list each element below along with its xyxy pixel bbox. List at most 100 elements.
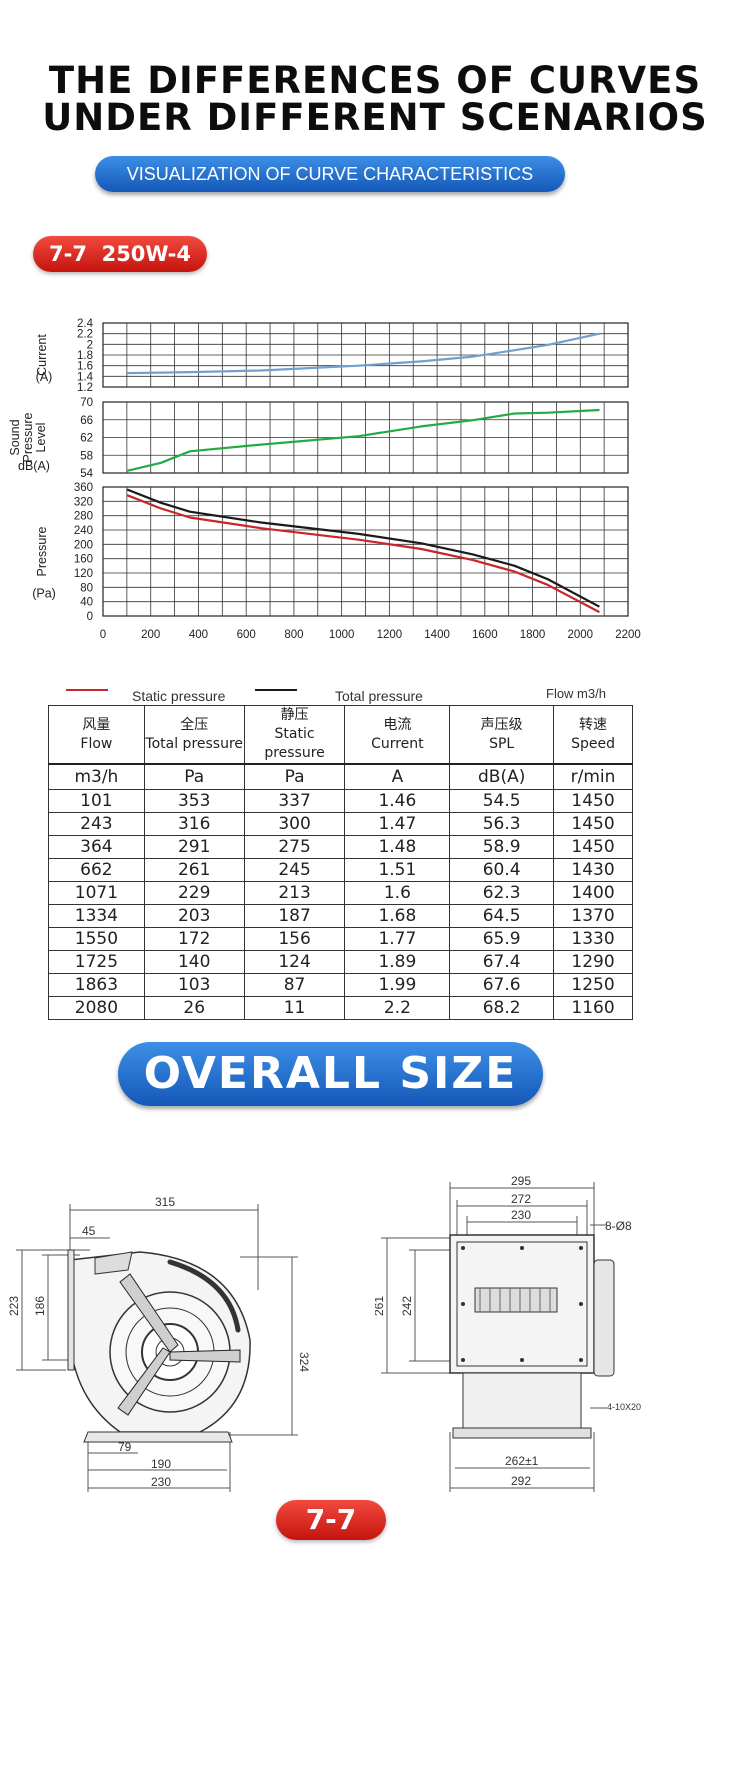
dim-295: 295 bbox=[511, 1174, 531, 1188]
panel-label-line: Sound bbox=[8, 419, 22, 455]
table-cell: 60.4 bbox=[449, 858, 555, 882]
header-cn: 风量 bbox=[82, 716, 111, 733]
table-cell: 1330 bbox=[553, 927, 633, 951]
table-cell: 54.5 bbox=[449, 789, 555, 813]
header-en: Static pressure bbox=[264, 726, 325, 761]
legend-total-label: Total pressure bbox=[335, 688, 423, 704]
x-tick-label: 2200 bbox=[615, 629, 641, 641]
table-cell: 172 bbox=[143, 927, 245, 951]
header-en: Total pressure bbox=[145, 735, 244, 752]
dim-230-front: 230 bbox=[511, 1208, 531, 1222]
table-cell: 1450 bbox=[553, 812, 633, 836]
table-cell: 68.2 bbox=[449, 996, 555, 1020]
legend-static-swatch bbox=[66, 689, 108, 691]
table-cell: 1.68 bbox=[344, 904, 451, 928]
unit-cell: dB(A) bbox=[449, 763, 555, 790]
table-header-cell: 声压级 SPL bbox=[449, 705, 555, 765]
series-line-1-0 bbox=[126, 408, 600, 472]
x-tick-label: 1000 bbox=[329, 629, 355, 641]
x-tick-label: 0 bbox=[100, 629, 106, 641]
headline-line-2: UNDER DIFFERENT SCENARIOS bbox=[42, 96, 708, 139]
table-cell: 229 bbox=[143, 881, 245, 905]
dim-272: 272 bbox=[511, 1192, 531, 1206]
table-row: 1550 172 156 1.77 65.9 1330 bbox=[48, 927, 633, 951]
y-tick-label: 160 bbox=[74, 554, 93, 566]
panel-label-unit: (Pa) bbox=[32, 587, 56, 601]
table-cell: 1370 bbox=[553, 904, 633, 928]
model-tag: 7-7 250W-4 bbox=[33, 236, 207, 272]
y-tick-label: 66 bbox=[80, 415, 93, 427]
x-tick-label: 800 bbox=[284, 629, 303, 641]
y-tick-label: 40 bbox=[80, 597, 93, 609]
table-row: 364 291 275 1.48 58.9 1450 bbox=[48, 835, 633, 859]
table-cell: 243 bbox=[48, 812, 145, 836]
legend-flow-unit: Flow m3/h bbox=[546, 686, 606, 701]
table-cell: 156 bbox=[243, 927, 346, 951]
table-cell: 275 bbox=[243, 835, 346, 859]
table-cell: 1160 bbox=[553, 996, 633, 1020]
x-tick-label: 1600 bbox=[472, 629, 498, 641]
unit-cell: Pa bbox=[243, 763, 346, 790]
dim-79: 79 bbox=[118, 1440, 132, 1454]
dim-223: 223 bbox=[7, 1296, 21, 1316]
table-cell: 1.89 bbox=[344, 950, 451, 974]
panel-label-unit: (A) bbox=[36, 370, 53, 384]
overall-size-button[interactable]: OVERALL SIZE bbox=[118, 1042, 543, 1106]
table-cell: 1.47 bbox=[344, 812, 451, 836]
unit-cell: A bbox=[344, 763, 451, 790]
dim-315: 315 bbox=[155, 1195, 175, 1209]
table-cell: 203 bbox=[143, 904, 245, 928]
y-tick-label: 240 bbox=[74, 525, 93, 537]
table-cell: 1.6 bbox=[344, 881, 451, 905]
table-cell: 1250 bbox=[553, 973, 633, 997]
y-tick-label: 1.2 bbox=[77, 382, 93, 394]
x-tick-label: 200 bbox=[141, 629, 160, 641]
table-cell: 353 bbox=[143, 789, 245, 813]
table-cell: 140 bbox=[143, 950, 245, 974]
curve-characteristics-button[interactable]: VISUALIZATION OF CURVE CHARACTERISTICS bbox=[95, 156, 565, 192]
x-tick-label: 1400 bbox=[424, 629, 450, 641]
table-header-cell: 转速 Speed bbox=[553, 705, 633, 765]
x-tick-label: 400 bbox=[189, 629, 208, 641]
table-row: 1725 140 124 1.89 67.4 1290 bbox=[48, 950, 633, 974]
dim-45: 45 bbox=[82, 1224, 96, 1238]
dim-292: 292 bbox=[511, 1474, 531, 1488]
dim-262: 262±1 bbox=[505, 1454, 539, 1468]
table-cell: 1400 bbox=[553, 881, 633, 905]
x-tick-label: 1200 bbox=[377, 629, 403, 641]
table-cell: 1.51 bbox=[344, 858, 451, 882]
y-tick-label: 2 bbox=[87, 339, 93, 351]
headline-line-1: THE DIFFERENCES OF CURVES bbox=[48, 59, 702, 102]
table-cell: 67.4 bbox=[449, 950, 555, 974]
table-cell: 62.3 bbox=[449, 881, 555, 905]
y-tick-label: 80 bbox=[80, 582, 93, 594]
header-cn: 转速 bbox=[579, 716, 608, 733]
panel-label-line: Pressure bbox=[21, 412, 35, 462]
dim-190: 190 bbox=[151, 1457, 171, 1471]
unit-cell: Pa bbox=[143, 763, 245, 790]
table-cell: 2.2 bbox=[344, 996, 451, 1020]
table-cell: 124 bbox=[243, 950, 346, 974]
table-cell: 1.48 bbox=[344, 835, 451, 859]
table-cell: 662 bbox=[48, 858, 145, 882]
header-en: SPL bbox=[489, 735, 515, 752]
dim-8-holes: 8-Ø8 bbox=[605, 1219, 632, 1233]
table-cell: 11 bbox=[243, 996, 346, 1020]
series-line-0-0 bbox=[127, 332, 600, 375]
legend-total-swatch bbox=[255, 689, 297, 691]
y-tick-label: 200 bbox=[74, 539, 93, 551]
table-row: 1334 203 187 1.68 64.5 1370 bbox=[48, 904, 633, 928]
unit-cell: r/min bbox=[553, 763, 633, 790]
table-cell: 337 bbox=[243, 789, 346, 813]
table-cell: 26 bbox=[143, 996, 245, 1020]
side-view-drawing: 315 45 223 186 324 79 190 230 bbox=[7, 1195, 311, 1492]
dim-324: 324 bbox=[297, 1352, 311, 1372]
table-cell: 1.46 bbox=[344, 789, 451, 813]
table-cell: 103 bbox=[143, 973, 245, 997]
front-view-drawing: 295 272 230 8-Ø8 261 242 4-10X20 262±1 2… bbox=[375, 1174, 641, 1492]
table-cell: 64.5 bbox=[449, 904, 555, 928]
y-tick-label: 280 bbox=[74, 511, 93, 523]
table-cell: 213 bbox=[243, 881, 346, 905]
table-header-cell: 风量 Flow bbox=[48, 705, 145, 765]
table-cell: 2080 bbox=[48, 996, 145, 1020]
